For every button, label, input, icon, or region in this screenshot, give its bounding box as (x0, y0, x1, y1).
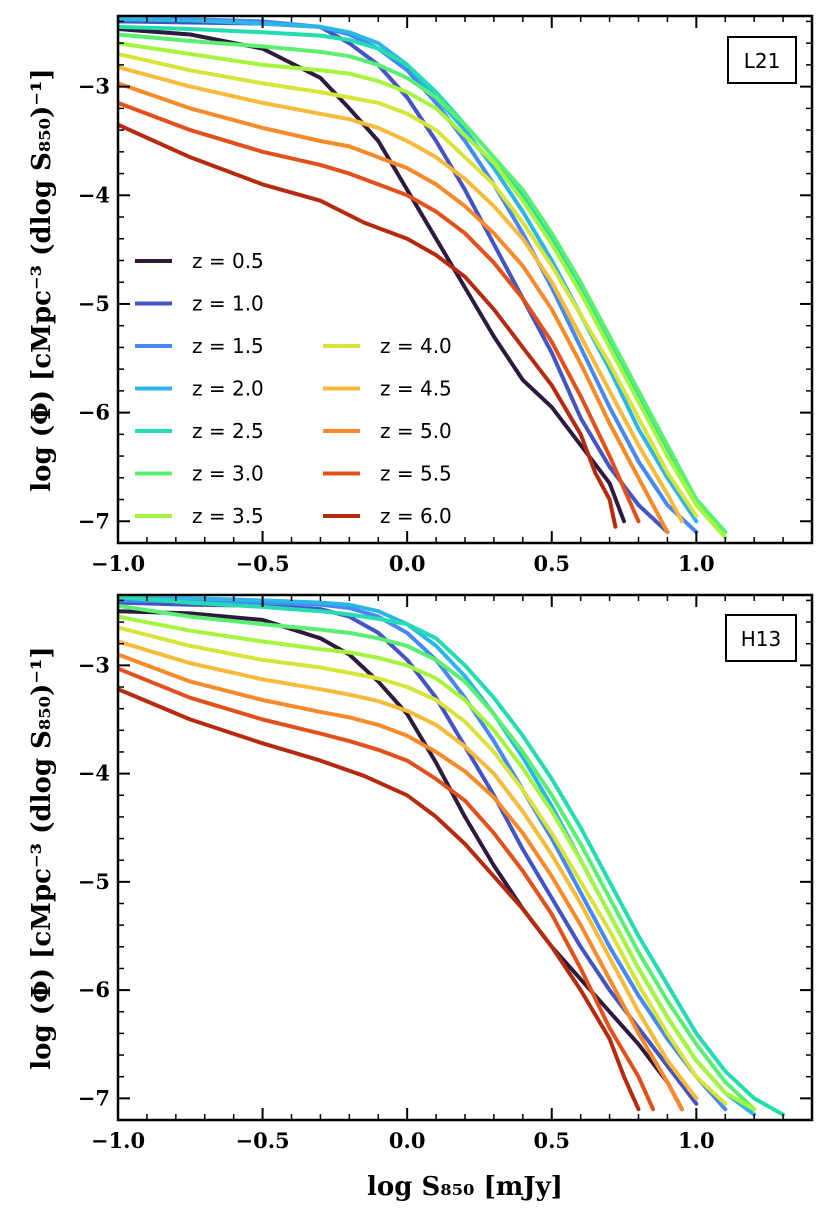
series-layer (118, 595, 786, 1117)
y-axis-title-top: log (Φ) [cMpc⁻³ (dlog S₈₅₀)⁻¹] (27, 68, 57, 491)
series-line-0-5 (118, 609, 684, 1112)
legend-label: z = 5.0 (380, 419, 452, 443)
y-tick-label: −4 (78, 761, 110, 786)
series-line-6-0 (118, 687, 641, 1112)
series-line-4-5 (118, 639, 699, 1101)
panel-label: H13 (741, 627, 782, 651)
legend-label: z = 0.5 (192, 249, 264, 273)
series-line-1-5 (118, 598, 728, 1112)
series-line-5-5 (118, 666, 655, 1112)
x-tick-label: −1.0 (91, 1128, 145, 1153)
series-line-3-0 (118, 603, 757, 1112)
series-layer (118, 17, 728, 540)
series-line-1-0 (118, 19, 670, 535)
y-tick-label: −4 (78, 182, 110, 207)
y-tick-label: −5 (78, 291, 110, 316)
legend-label: z = 4.5 (380, 377, 452, 401)
panel-label-box (725, 614, 797, 662)
series-line-0-5 (118, 27, 626, 524)
legend-label: z = 2.5 (192, 419, 264, 443)
series-line-2-0 (118, 596, 757, 1117)
panel-label-box (727, 36, 797, 84)
x-tick-label: 0.5 (533, 1128, 570, 1153)
x-tick-label: −1.0 (91, 551, 145, 576)
x-tick-label: 0.5 (533, 551, 570, 576)
legend-label: z = 4.0 (380, 334, 452, 358)
x-axis-title: log S₈₅₀ [mJy] (367, 1172, 563, 1202)
series-line-6-0 (118, 122, 618, 529)
series-line-5-0 (118, 652, 684, 1112)
y-tick-label: −7 (78, 508, 110, 533)
legend-label: z = 6.0 (380, 504, 452, 528)
series-line-5-5 (118, 100, 641, 524)
series-line-4-0 (118, 625, 728, 1106)
panel-h13: −1.0 −0.5 0.0 0.5 1.0 −7 −6 −5 −4 −3 H13 (78, 593, 814, 1153)
x-tick-label: 1.0 (678, 1128, 715, 1153)
legend-label: z = 5.5 (380, 462, 452, 486)
panel-l21: −1.0 −0.5 0.0 0.5 1.0 −7 −6 −5 −4 −3 z = 0.5 z = 1… (78, 14, 814, 576)
y-axis-title-bottom: log (Φ) [cMpc⁻³ (dlog S₈₅₀)⁻¹] (27, 646, 57, 1069)
series-line-3-5 (118, 614, 757, 1112)
y-tick-label: −6 (78, 400, 110, 425)
series-line-3-5 (118, 41, 728, 540)
legend-label: z = 3.5 (192, 504, 264, 528)
series-line-2-0 (118, 17, 699, 524)
y-tick-label: −6 (78, 977, 110, 1002)
tick-layer: −1.0 −0.5 0.0 0.5 1.0 −7 −6 −5 −4 −3 (78, 595, 813, 1153)
series-line-2-5 (118, 595, 786, 1117)
series-line-5-0 (118, 81, 670, 535)
y-tick-label: −5 (78, 869, 110, 894)
x-tick-label: 1.0 (678, 551, 715, 576)
y-tick-label: −3 (78, 652, 110, 677)
legend-label: z = 3.0 (192, 462, 264, 486)
series-line-3-0 (118, 32, 728, 535)
legend-label: z = 1.0 (192, 292, 264, 316)
series-line-4-0 (118, 52, 699, 518)
y-tick-label: −7 (78, 1085, 110, 1110)
x-tick-label: −0.5 (236, 1128, 290, 1153)
legend-label: z = 2.0 (192, 377, 264, 401)
panel-label: L21 (744, 49, 781, 73)
legend-label: z = 1.5 (192, 334, 264, 358)
legend: z = 0.5 z = 1.0 z = 1.5 z = 2.0 z = 2.5 z = 3… (135, 249, 452, 528)
series-line-4-5 (118, 65, 684, 524)
x-tick-label: −0.5 (236, 551, 290, 576)
y-tick-label: −3 (78, 74, 110, 99)
x-tick-label: 0.0 (389, 551, 426, 576)
x-tick-label: 0.0 (389, 1128, 426, 1153)
tick-layer: −1.0 −0.5 0.0 0.5 1.0 −7 −6 −5 −4 −3 (78, 16, 813, 576)
